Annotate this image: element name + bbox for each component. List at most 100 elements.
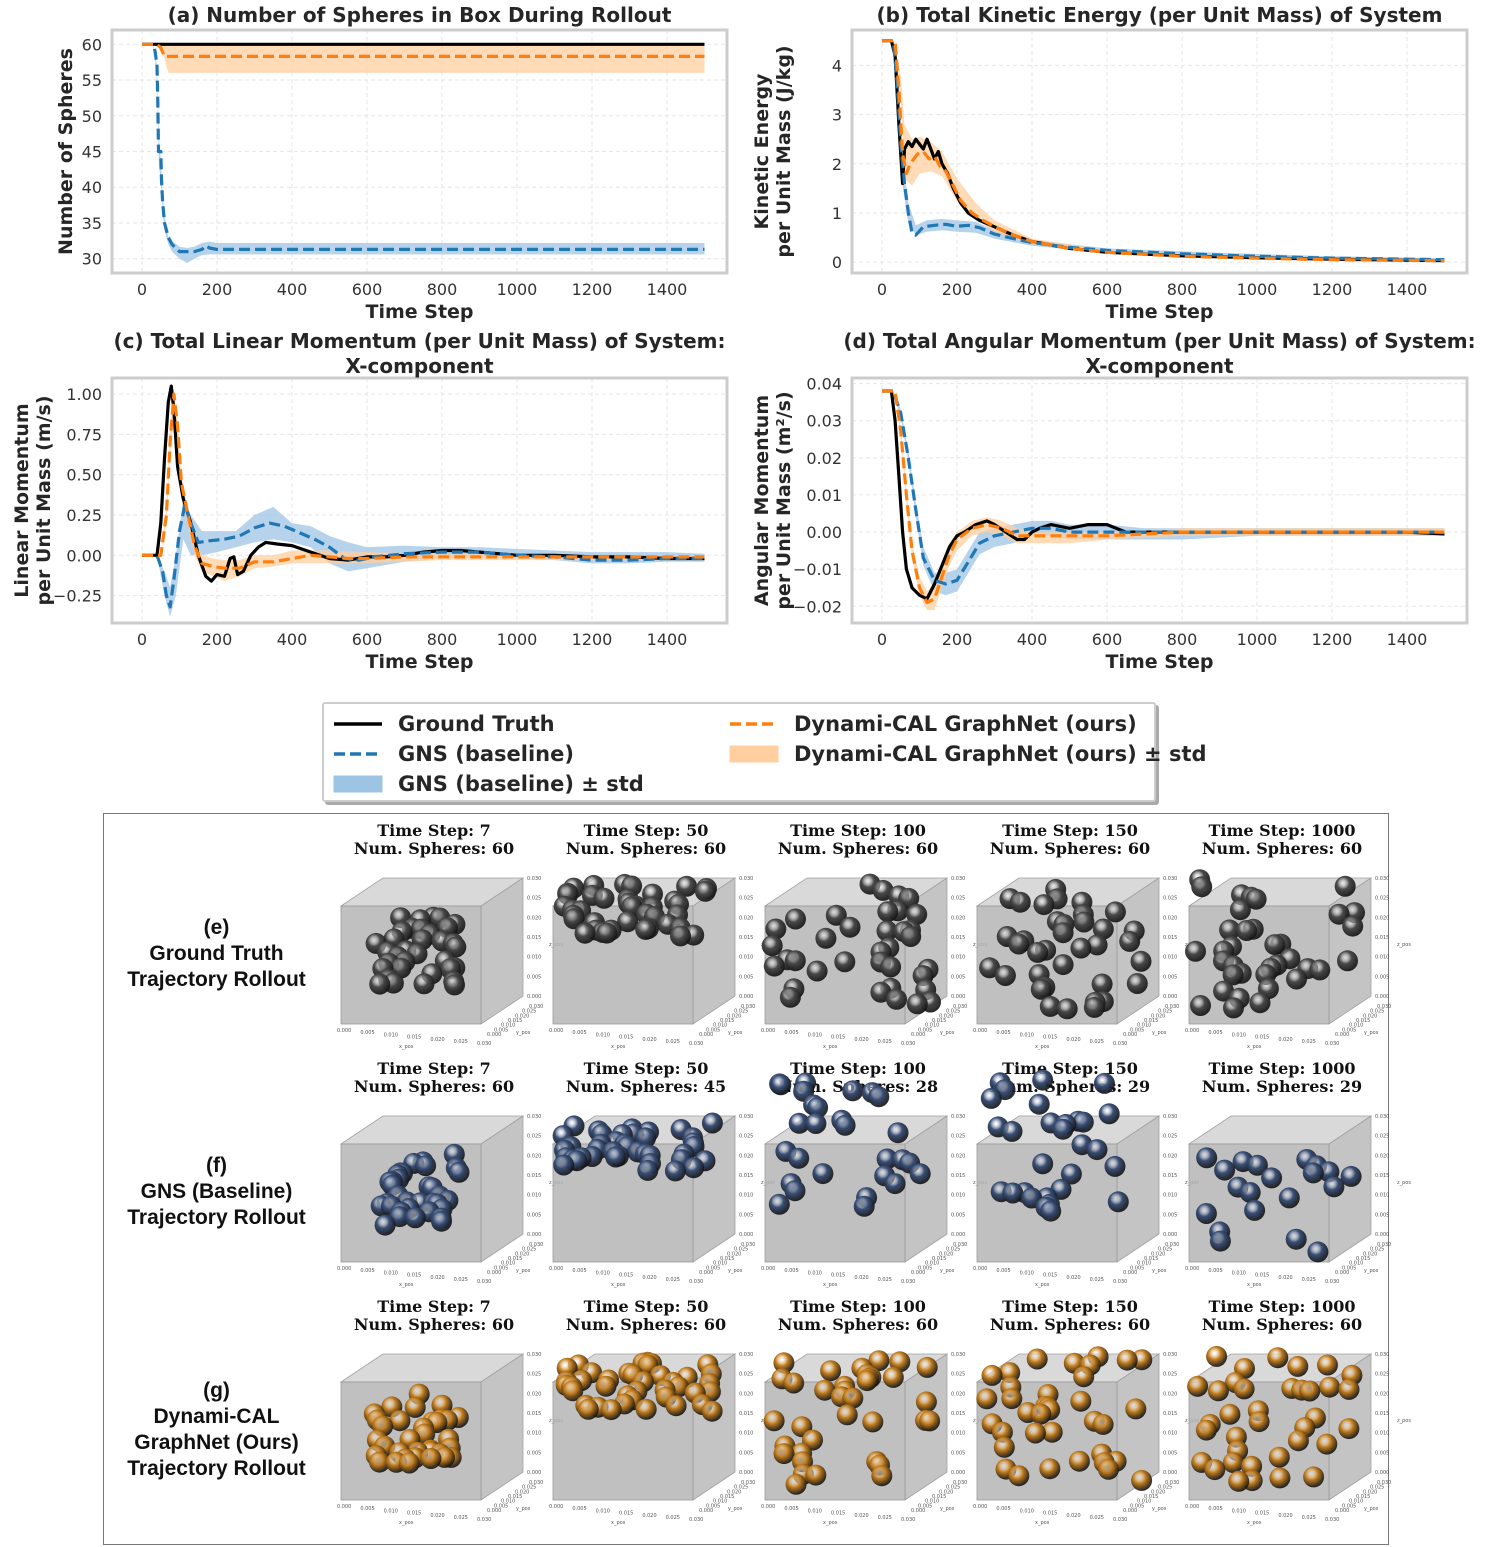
y-tick-label: 3 (832, 106, 842, 125)
x-tick-label: 0.025 (878, 1277, 892, 1283)
z-tick-label: 0.000 (739, 1232, 753, 1238)
sphere (1222, 964, 1244, 986)
y-tick-label: 0.020 (939, 1251, 953, 1257)
y-tick-label: 0.015 (508, 1494, 522, 1500)
sphere (877, 901, 899, 923)
z-tick-label: 0.030 (1375, 1114, 1389, 1120)
sphere (1068, 1450, 1090, 1472)
sphere (413, 973, 435, 995)
sphere (369, 1451, 390, 1473)
time-step-label: Time Step: 7 (377, 1297, 491, 1316)
y-axis-label: y_pos (728, 1030, 743, 1036)
y-tick-label: 35 (82, 214, 102, 233)
y-tick-label: 0.010 (501, 1499, 515, 1505)
sphere (915, 1391, 937, 1413)
sphere (773, 1443, 795, 1465)
sphere (909, 1163, 931, 1185)
y-tick-label: 55 (82, 71, 102, 90)
num-spheres-label: Num. Spheres: 60 (353, 1315, 515, 1334)
z-tick-label: 0.005 (527, 1212, 541, 1218)
legend: Ground Truth GNS (baseline) GNS (baseline)… (322, 702, 1207, 802)
z-tick-label: 0.030 (1375, 876, 1389, 882)
x-tick-label: 0.010 (808, 1270, 822, 1276)
sphere (1222, 1452, 1244, 1474)
x-tick-label: 0.025 (1302, 1277, 1316, 1283)
sphere (1214, 1159, 1236, 1181)
x-axis-label: x_pos (611, 1282, 626, 1288)
x-tick-label: 0.015 (407, 1273, 421, 1279)
sphere (1278, 1187, 1300, 1209)
series-band-gns_band (882, 40, 1445, 261)
x-axis-label: x_pos (1035, 1282, 1050, 1288)
sphere (1334, 875, 1356, 897)
num-spheres-label: Num. Spheres: 60 (565, 839, 727, 858)
x-tick-label: 0.005 (996, 1506, 1010, 1512)
x-tick-label: 1000 (1237, 630, 1278, 649)
legend-item: GNS (baseline) (332, 740, 574, 768)
x-axis-label: x_pos (1035, 1044, 1050, 1050)
time-step-label: Time Step: 50 (583, 1297, 709, 1316)
x-tick-label: 0.025 (454, 1039, 468, 1045)
sphere (676, 875, 698, 897)
rollout-row-label: (e) Ground Truth Trajectory Rollout (104, 915, 329, 993)
sphere (887, 1122, 909, 1144)
sphere (1213, 980, 1235, 1002)
chart-title-line2: X-component (345, 354, 494, 378)
z-tick-label: 0.015 (1163, 1411, 1177, 1417)
z-tick-label: 0.015 (951, 1173, 965, 1179)
y-tick-label: 0.030 (529, 1242, 543, 1248)
z-tick-label: 0.020 (1375, 915, 1389, 921)
x-tick-label: 0.030 (1325, 1279, 1339, 1285)
z-tick-label: 0.030 (1163, 1352, 1177, 1358)
x-tick-label: 800 (427, 280, 458, 299)
sphere (1009, 891, 1031, 913)
x-tick-label: 0.000 (1185, 1504, 1199, 1510)
x-tick-label: 0 (137, 630, 147, 649)
legend-swatch (730, 722, 778, 726)
x-tick-label: 0.000 (549, 1266, 563, 1272)
z-tick-label: 0.005 (739, 974, 753, 980)
sphere (1268, 1446, 1290, 1468)
x-tick-label: 0.005 (996, 1030, 1010, 1036)
x-tick-label: 0.015 (1255, 1035, 1269, 1041)
rollout-panel-header: Time Step: 1000 Num. Spheres: 60 (1167, 1298, 1397, 1334)
sphere (635, 1398, 657, 1420)
x-tick-label: 0.020 (430, 1037, 444, 1043)
y-tick-label: 40 (82, 178, 102, 197)
x-axis-label: x_pos (399, 1520, 414, 1526)
sphere (1195, 1203, 1217, 1224)
sphere (1316, 1433, 1338, 1455)
z-tick-label: 0.030 (951, 876, 965, 882)
sphere (1072, 1111, 1094, 1133)
rollout-3d-plot: 0.0000.0050.0100.0150.0200.0250.030z_pos… (549, 1351, 775, 1526)
sphere (770, 1074, 792, 1096)
x-tick-label: 0.005 (360, 1268, 374, 1274)
sphere (979, 957, 1001, 979)
z-tick-label: 0.020 (1163, 915, 1177, 921)
chart-title: (c) Total Linear Momentum (per Unit Mass… (113, 329, 725, 353)
sphere (664, 1160, 686, 1182)
z-tick-label: 0.025 (1375, 1372, 1389, 1378)
z-tick-label: 0.015 (1163, 1173, 1177, 1179)
rollout-panel-header: Time Step: 7 Num. Spheres: 60 (319, 1298, 549, 1334)
sphere (993, 1436, 1015, 1458)
z-tick-label: 0.000 (951, 1232, 965, 1238)
y-tick-label: 0.000 (1335, 1032, 1349, 1038)
sphere (868, 1350, 890, 1372)
y-tick-label: 0.015 (1356, 1018, 1370, 1024)
x-tick-label: 0.000 (549, 1028, 563, 1034)
rollout-panel-header: Time Step: 50 Num. Spheres: 45 (531, 1060, 761, 1096)
time-step-label: Time Step: 1000 (1208, 1297, 1356, 1316)
y-tick-label: 1.00 (66, 385, 102, 404)
rollout-panel-header: Time Step: 150 Num. Spheres: 60 (955, 822, 1185, 858)
time-step-label: Time Step: 7 (377, 1059, 491, 1078)
y-tick-label: 0.005 (918, 1503, 932, 1509)
x-tick-label: 0.000 (761, 1266, 775, 1272)
z-tick-label: 0.015 (1375, 935, 1389, 941)
x-tick-label: 0.015 (619, 1273, 633, 1279)
z-tick-label: 0.020 (739, 1153, 753, 1159)
sphere (1195, 1419, 1217, 1441)
x-tick-label: 0.030 (1113, 1279, 1127, 1285)
x-tick-label: 0.005 (784, 1506, 798, 1512)
sphere (834, 1114, 856, 1136)
